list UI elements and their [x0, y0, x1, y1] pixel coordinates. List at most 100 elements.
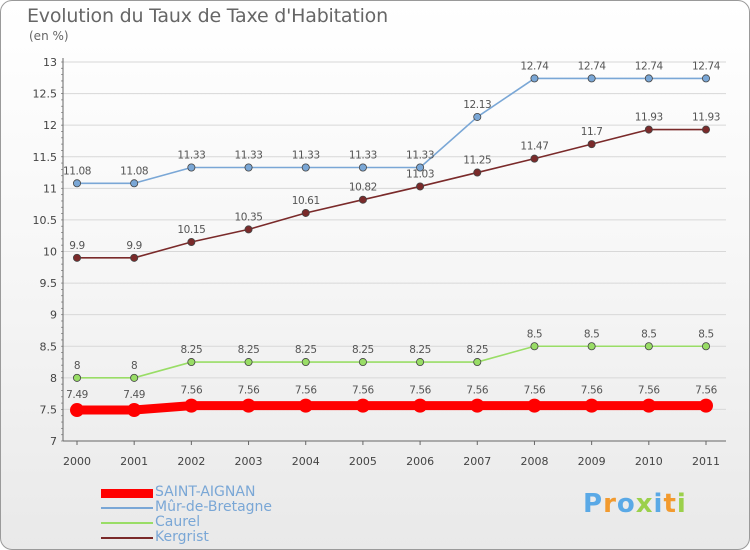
- data-label: 11.33: [406, 149, 434, 161]
- x-tick-label: 2006: [406, 455, 434, 468]
- series-line: [72, 401, 711, 415]
- logo-letter: r: [603, 489, 617, 519]
- x-tick-label: 2010: [635, 455, 663, 468]
- data-label: 11.33: [177, 149, 205, 161]
- x-tick-label: 2000: [63, 455, 91, 468]
- data-point: [244, 163, 253, 172]
- series-line: [76, 77, 707, 185]
- data-label: 8.5: [698, 328, 714, 340]
- data-point: [702, 74, 711, 83]
- legend-swatch-caurel: [101, 522, 153, 524]
- legend-label: SAINT-AIGNAN: [155, 484, 256, 500]
- data-point: [244, 358, 253, 367]
- data-label: 7.56: [466, 385, 488, 397]
- logo-letter: o: [616, 489, 636, 519]
- data-label: 7.49: [66, 389, 88, 401]
- series-line: [76, 345, 707, 379]
- data-point: [416, 163, 425, 172]
- data-point: [187, 358, 196, 367]
- legend-swatch-kergrist: [101, 537, 153, 539]
- data-point: [73, 373, 82, 382]
- data-point: [241, 398, 256, 413]
- data-point: [641, 398, 656, 413]
- data-point: [530, 74, 539, 83]
- data-label: 12.74: [635, 60, 664, 72]
- data-label: 8.25: [295, 344, 317, 356]
- data-label: 7.56: [295, 385, 317, 397]
- y-tick-label: 10: [43, 246, 57, 259]
- x-tick-label: 2008: [520, 455, 548, 468]
- data-label: 7.56: [238, 385, 260, 397]
- y-tick-label: 11.5: [33, 151, 58, 164]
- data-point: [587, 74, 596, 83]
- data-point: [587, 140, 596, 149]
- x-tick-label: 2007: [463, 455, 491, 468]
- data-point: [584, 398, 599, 413]
- data-point: [70, 403, 84, 418]
- data-label: 10.15: [177, 224, 205, 236]
- data-point: [587, 342, 596, 351]
- data-point: [473, 168, 482, 177]
- data-point: [130, 373, 139, 382]
- x-tick-label: 2005: [349, 455, 377, 468]
- data-label: 7.56: [409, 385, 431, 397]
- data-point: [187, 238, 196, 247]
- unit-label: (en %): [29, 29, 69, 43]
- data-label: 12.74: [520, 60, 549, 72]
- data-label: 8.5: [584, 328, 600, 340]
- y-tick-label: 10.5: [33, 214, 58, 227]
- legend-label: Mûr-de-Bretagne: [155, 499, 273, 515]
- y-tick-label: 7: [50, 435, 57, 448]
- logo-letter: x: [635, 489, 654, 519]
- x-tick-label: 2004: [292, 455, 320, 468]
- data-point: [413, 398, 428, 413]
- chart-title: Evolution du Taux de Taxe d'Habitation: [27, 5, 388, 27]
- data-label: 11.7: [581, 126, 603, 138]
- data-label: 12.74: [692, 60, 721, 72]
- data-label: 12.13: [463, 99, 491, 111]
- data-label: 8.5: [527, 328, 543, 340]
- y-tick-label: 12: [43, 119, 57, 132]
- data-point: [355, 398, 370, 413]
- data-label: 11.47: [520, 141, 548, 153]
- data-point: [702, 342, 711, 351]
- data-label: 12.74: [578, 60, 607, 72]
- data-point: [358, 163, 367, 172]
- data-label: 8.25: [238, 344, 260, 356]
- logo-letter: t: [663, 489, 677, 519]
- data-point: [301, 208, 310, 217]
- data-point: [244, 225, 253, 234]
- data-point: [416, 358, 425, 367]
- data-label: 8: [74, 360, 80, 372]
- data-label: 11.93: [635, 112, 663, 124]
- data-point: [644, 342, 653, 351]
- y-tick-label: 13: [43, 56, 57, 69]
- legend-label: Caurel: [155, 514, 201, 530]
- data-label: 7.56: [638, 385, 660, 397]
- y-tick-label: 8: [50, 372, 57, 385]
- data-label: 7.56: [581, 385, 603, 397]
- data-label: 8.5: [641, 328, 657, 340]
- data-label: 11.33: [235, 149, 263, 161]
- data-point: [127, 403, 142, 418]
- x-tick-label: 2001: [120, 455, 148, 468]
- data-label: 11.03: [406, 168, 434, 180]
- proxiti-logo: Proxiti: [583, 489, 687, 519]
- data-label: 7.49: [123, 389, 145, 401]
- data-label: 8.25: [409, 344, 431, 356]
- legend-swatch-mur-de-bretagne: [101, 507, 153, 509]
- data-point: [527, 398, 542, 413]
- data-point: [530, 154, 539, 163]
- data-point: [301, 163, 310, 172]
- data-point: [416, 182, 425, 191]
- data-label: 7.56: [524, 385, 546, 397]
- data-point: [73, 253, 82, 262]
- data-point: [358, 195, 367, 204]
- data-label: 11.33: [292, 149, 320, 161]
- data-label: 10.61: [292, 195, 320, 207]
- data-point: [298, 398, 313, 413]
- data-label: 7.56: [695, 385, 717, 397]
- data-point: [473, 112, 482, 121]
